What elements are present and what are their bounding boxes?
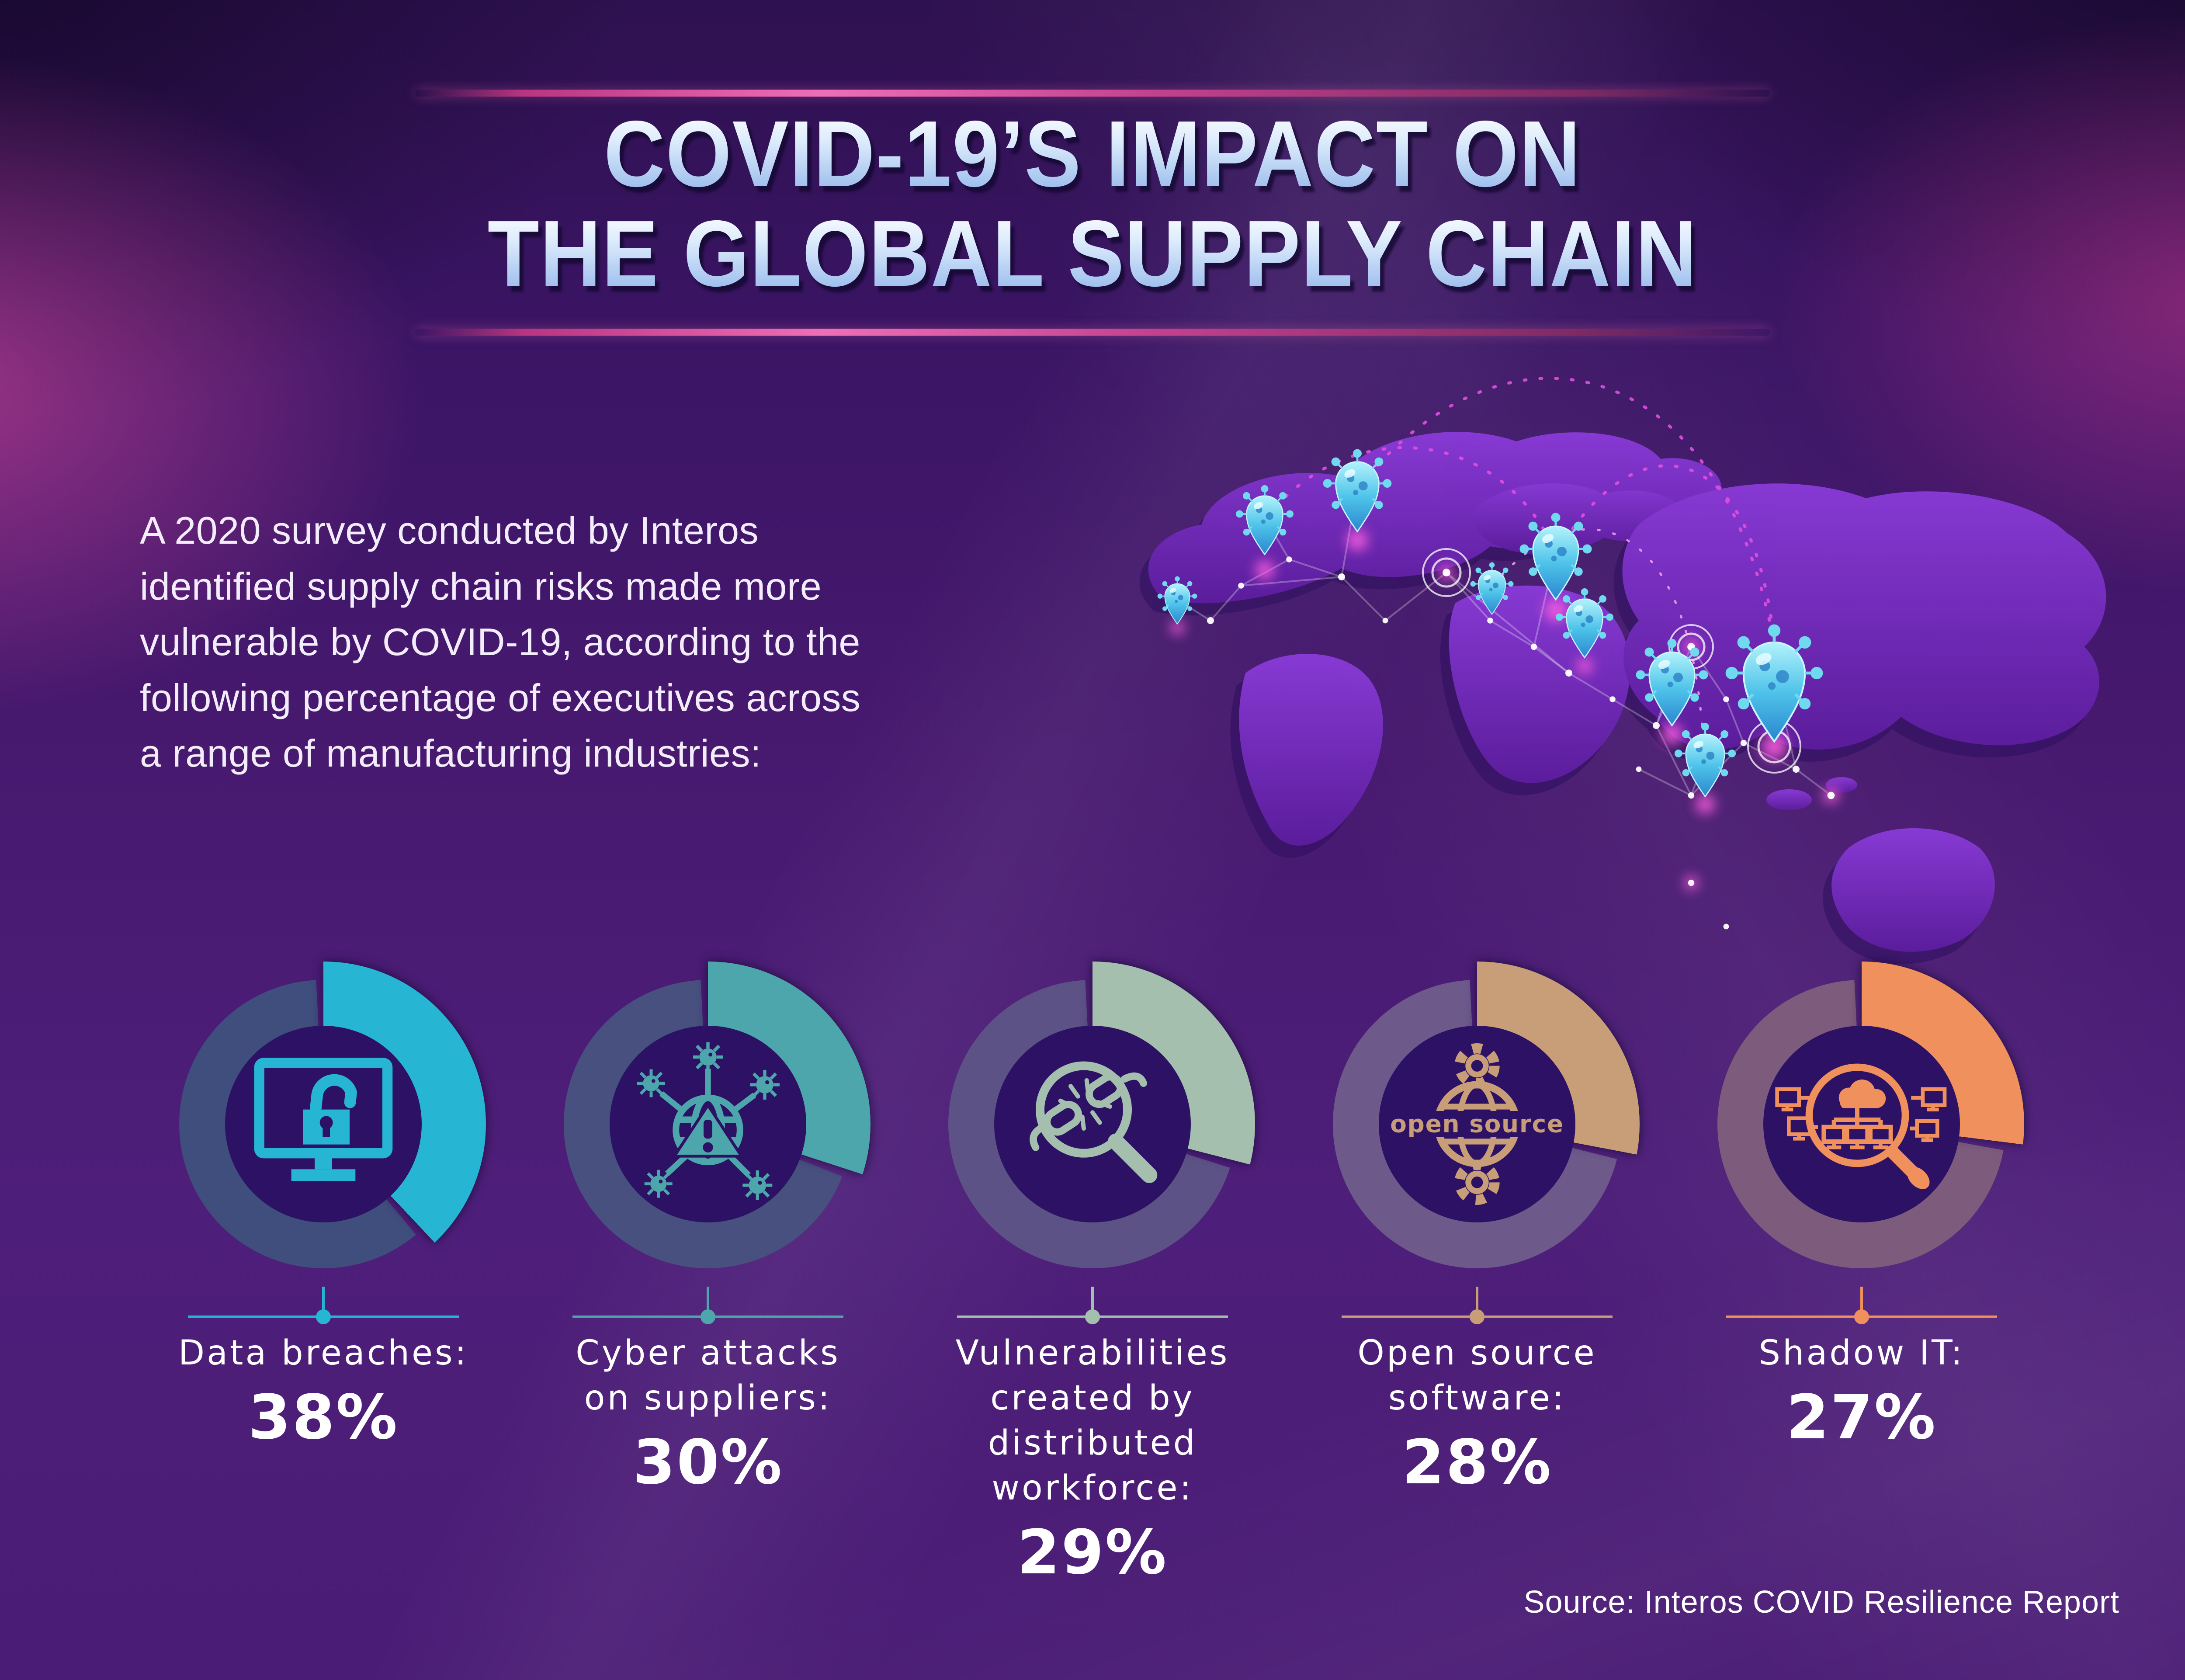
stat-label: Shadow IT: xyxy=(1758,1333,1965,1373)
connector-line xyxy=(707,1287,709,1316)
stat-shadow-it: Shadow IT: 27% xyxy=(1669,961,2054,1588)
donut-chart-cyber-attacks xyxy=(545,961,871,1287)
world-map-graphic xyxy=(1139,377,2106,964)
connector-dot xyxy=(1854,1309,1869,1324)
connector-dot xyxy=(701,1309,715,1324)
connector-line xyxy=(322,1287,325,1316)
label-rule xyxy=(1726,1309,1997,1324)
donut-chart-open-source: open source xyxy=(1314,961,1640,1287)
stat-open-source: open source Open source software: 28% xyxy=(1285,961,1669,1588)
globe-virus-warning-icon xyxy=(637,1042,780,1201)
stat-value: 27% xyxy=(1786,1381,1937,1453)
donut-hole xyxy=(994,1026,1191,1222)
open-source-globe-gears-icon: open source xyxy=(1390,1043,1564,1205)
title-line-1: COVID-19’S IMPACT ON xyxy=(109,104,2076,204)
stat-value: 28% xyxy=(1401,1427,1553,1498)
stats-row: Data breaches: 38% xyxy=(131,961,2054,1588)
label-rule xyxy=(572,1309,843,1324)
connector-dot xyxy=(1085,1309,1100,1324)
connector-line xyxy=(1476,1287,1478,1316)
connector-line xyxy=(1091,1287,1094,1316)
stat-label: Vulnerabilities created by distributed w… xyxy=(955,1333,1230,1508)
stat-value: 30% xyxy=(632,1427,784,1498)
stat-value: 38% xyxy=(248,1381,399,1453)
magnifier-cloud-network-icon xyxy=(1775,1063,1947,1189)
label-rule xyxy=(188,1309,459,1324)
donut-chart-distributed-workforce xyxy=(930,961,1255,1287)
stat-label: Open source software: xyxy=(1357,1333,1597,1418)
source-note: Source: Interos COVID Resilience Report xyxy=(1523,1585,2119,1620)
stat-label: Cyber attacks on suppliers: xyxy=(576,1333,840,1418)
page-title: COVID-19’S IMPACT ON THE GLOBAL SUPPLY C… xyxy=(0,104,2185,303)
map-dashed-arcs xyxy=(1263,377,1779,749)
virus-node xyxy=(637,1042,780,1201)
magnifier-broken-chain-icon xyxy=(1030,1061,1158,1183)
map-landmasses xyxy=(1148,432,2106,952)
connector-dot xyxy=(1470,1309,1484,1324)
stat-label: Data breaches: xyxy=(178,1333,468,1373)
divider-bar-bottom xyxy=(415,329,1770,336)
intro-paragraph: A 2020 survey conducted by Interos ident… xyxy=(140,509,861,775)
monitor-unlock-icon xyxy=(254,1058,393,1181)
open-source-icon-text: open source xyxy=(1390,1110,1564,1138)
connector-line xyxy=(1860,1287,1863,1316)
stat-distributed-workforce: Vulnerabilities created by distributed w… xyxy=(900,961,1285,1588)
label-rule xyxy=(957,1309,1228,1324)
divider-bar-top xyxy=(415,90,1770,97)
donut-chart-data-breaches xyxy=(161,961,486,1287)
stat-value: 29% xyxy=(1017,1517,1168,1588)
label-rule xyxy=(1342,1309,1613,1324)
donut-chart-shadow-it xyxy=(1699,961,2024,1287)
title-line-2: THE GLOBAL SUPPLY CHAIN xyxy=(109,203,2076,303)
donut-hole xyxy=(1763,1026,1960,1222)
stat-data-breaches: Data breaches: 38% xyxy=(131,961,516,1588)
stat-cyber-attacks: Cyber attacks on suppliers: 30% xyxy=(516,961,900,1588)
connector-dot xyxy=(316,1309,331,1324)
